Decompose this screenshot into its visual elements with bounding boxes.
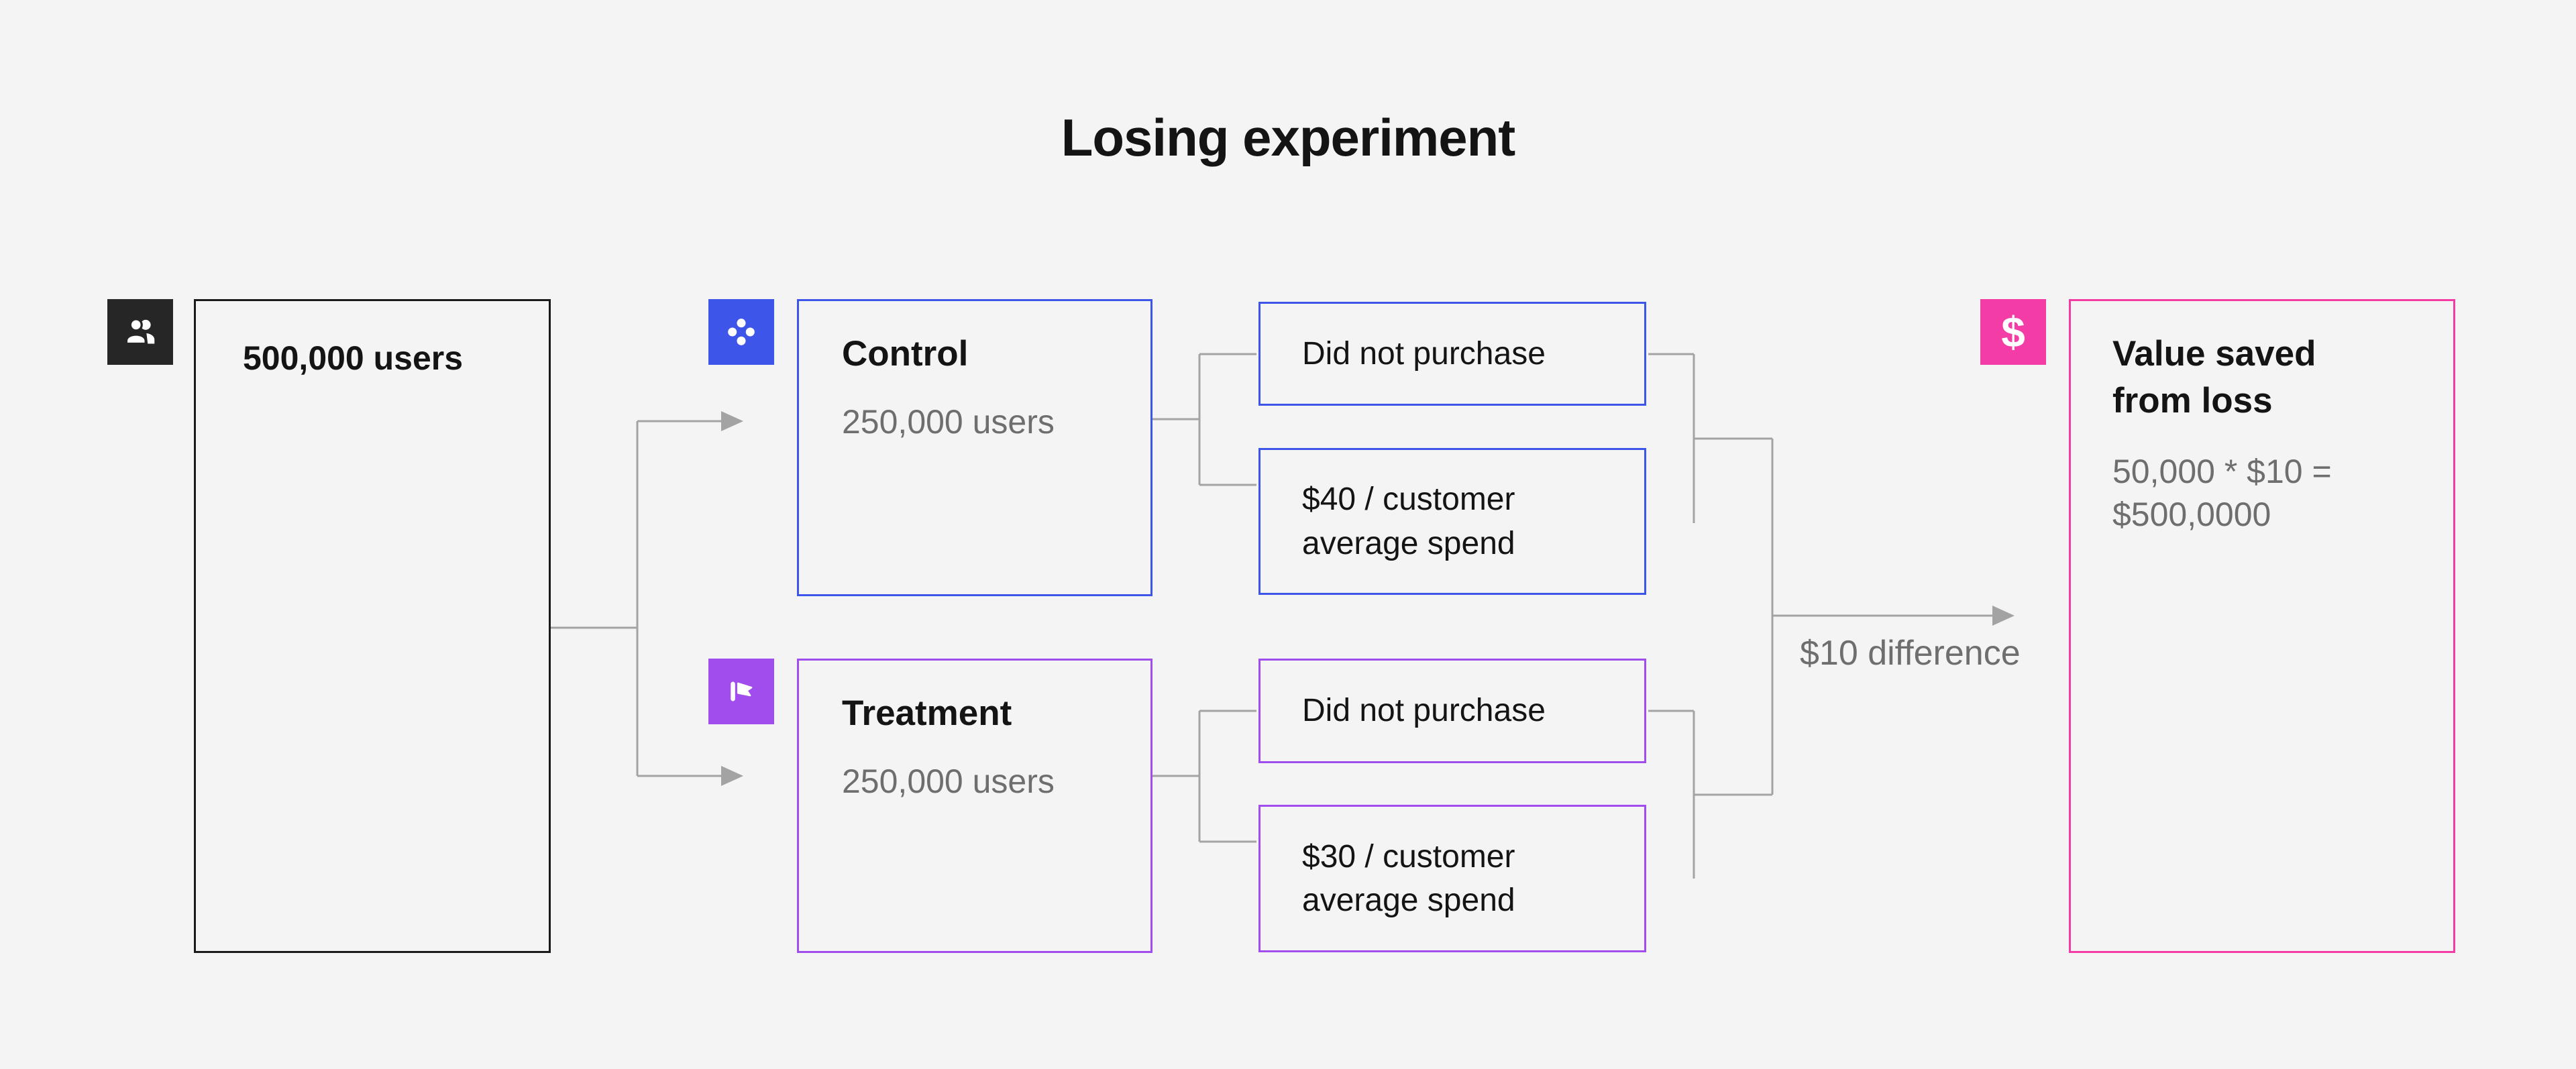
result-box: Value saved from loss 50,000 * $10 = $50… — [2069, 299, 2455, 953]
control-subtitle: 250,000 users — [842, 403, 1055, 441]
control-title: Control — [842, 334, 969, 374]
page-title: Losing experiment — [1061, 108, 1515, 167]
treatment-avg-spend-box: $30 / customer average spend — [1258, 805, 1646, 952]
difference-arrow-label: $10 difference — [1800, 634, 2021, 673]
treatment-title: Treatment — [842, 693, 1012, 733]
treatment-subtitle: 250,000 users — [842, 763, 1055, 800]
cluster-dots-icon — [708, 299, 774, 365]
treatment-outcomes-bracket — [1152, 710, 1256, 843]
people-icon — [107, 299, 173, 365]
result-formula: 50,000 * $10 = $500,0000 — [2112, 452, 2332, 533]
population-label: 500,000 users — [243, 339, 464, 377]
flag-icon — [708, 659, 774, 724]
control-no-purchase-label: Did not purchase — [1302, 335, 1546, 372]
result-title: Value saved from loss — [2112, 334, 2316, 420]
treatment-box: Treatment 250,000 users — [797, 659, 1152, 953]
control-no-purchase-box: Did not purchase — [1258, 302, 1646, 406]
control-avg-spend-box: $40 / customer average spend — [1258, 448, 1646, 595]
dollar-glyph: $ — [2001, 308, 2025, 356]
population-split-line — [550, 421, 639, 776]
population-box: 500,000 users — [194, 299, 551, 953]
dollar-icon: $ — [1980, 299, 2046, 365]
treatment-merge-bracket — [1648, 710, 1772, 879]
treatment-avg-spend-label: $30 / customer average spend — [1302, 838, 1515, 918]
control-box: Control 250,000 users — [797, 299, 1152, 596]
control-avg-spend-label: $40 / customer average spend — [1302, 482, 1515, 561]
treatment-no-purchase-label: Did not purchase — [1302, 693, 1546, 729]
treatment-no-purchase-box: Did not purchase — [1258, 659, 1646, 763]
control-merge-bracket — [1648, 353, 1772, 523]
control-outcomes-bracket — [1152, 353, 1256, 486]
